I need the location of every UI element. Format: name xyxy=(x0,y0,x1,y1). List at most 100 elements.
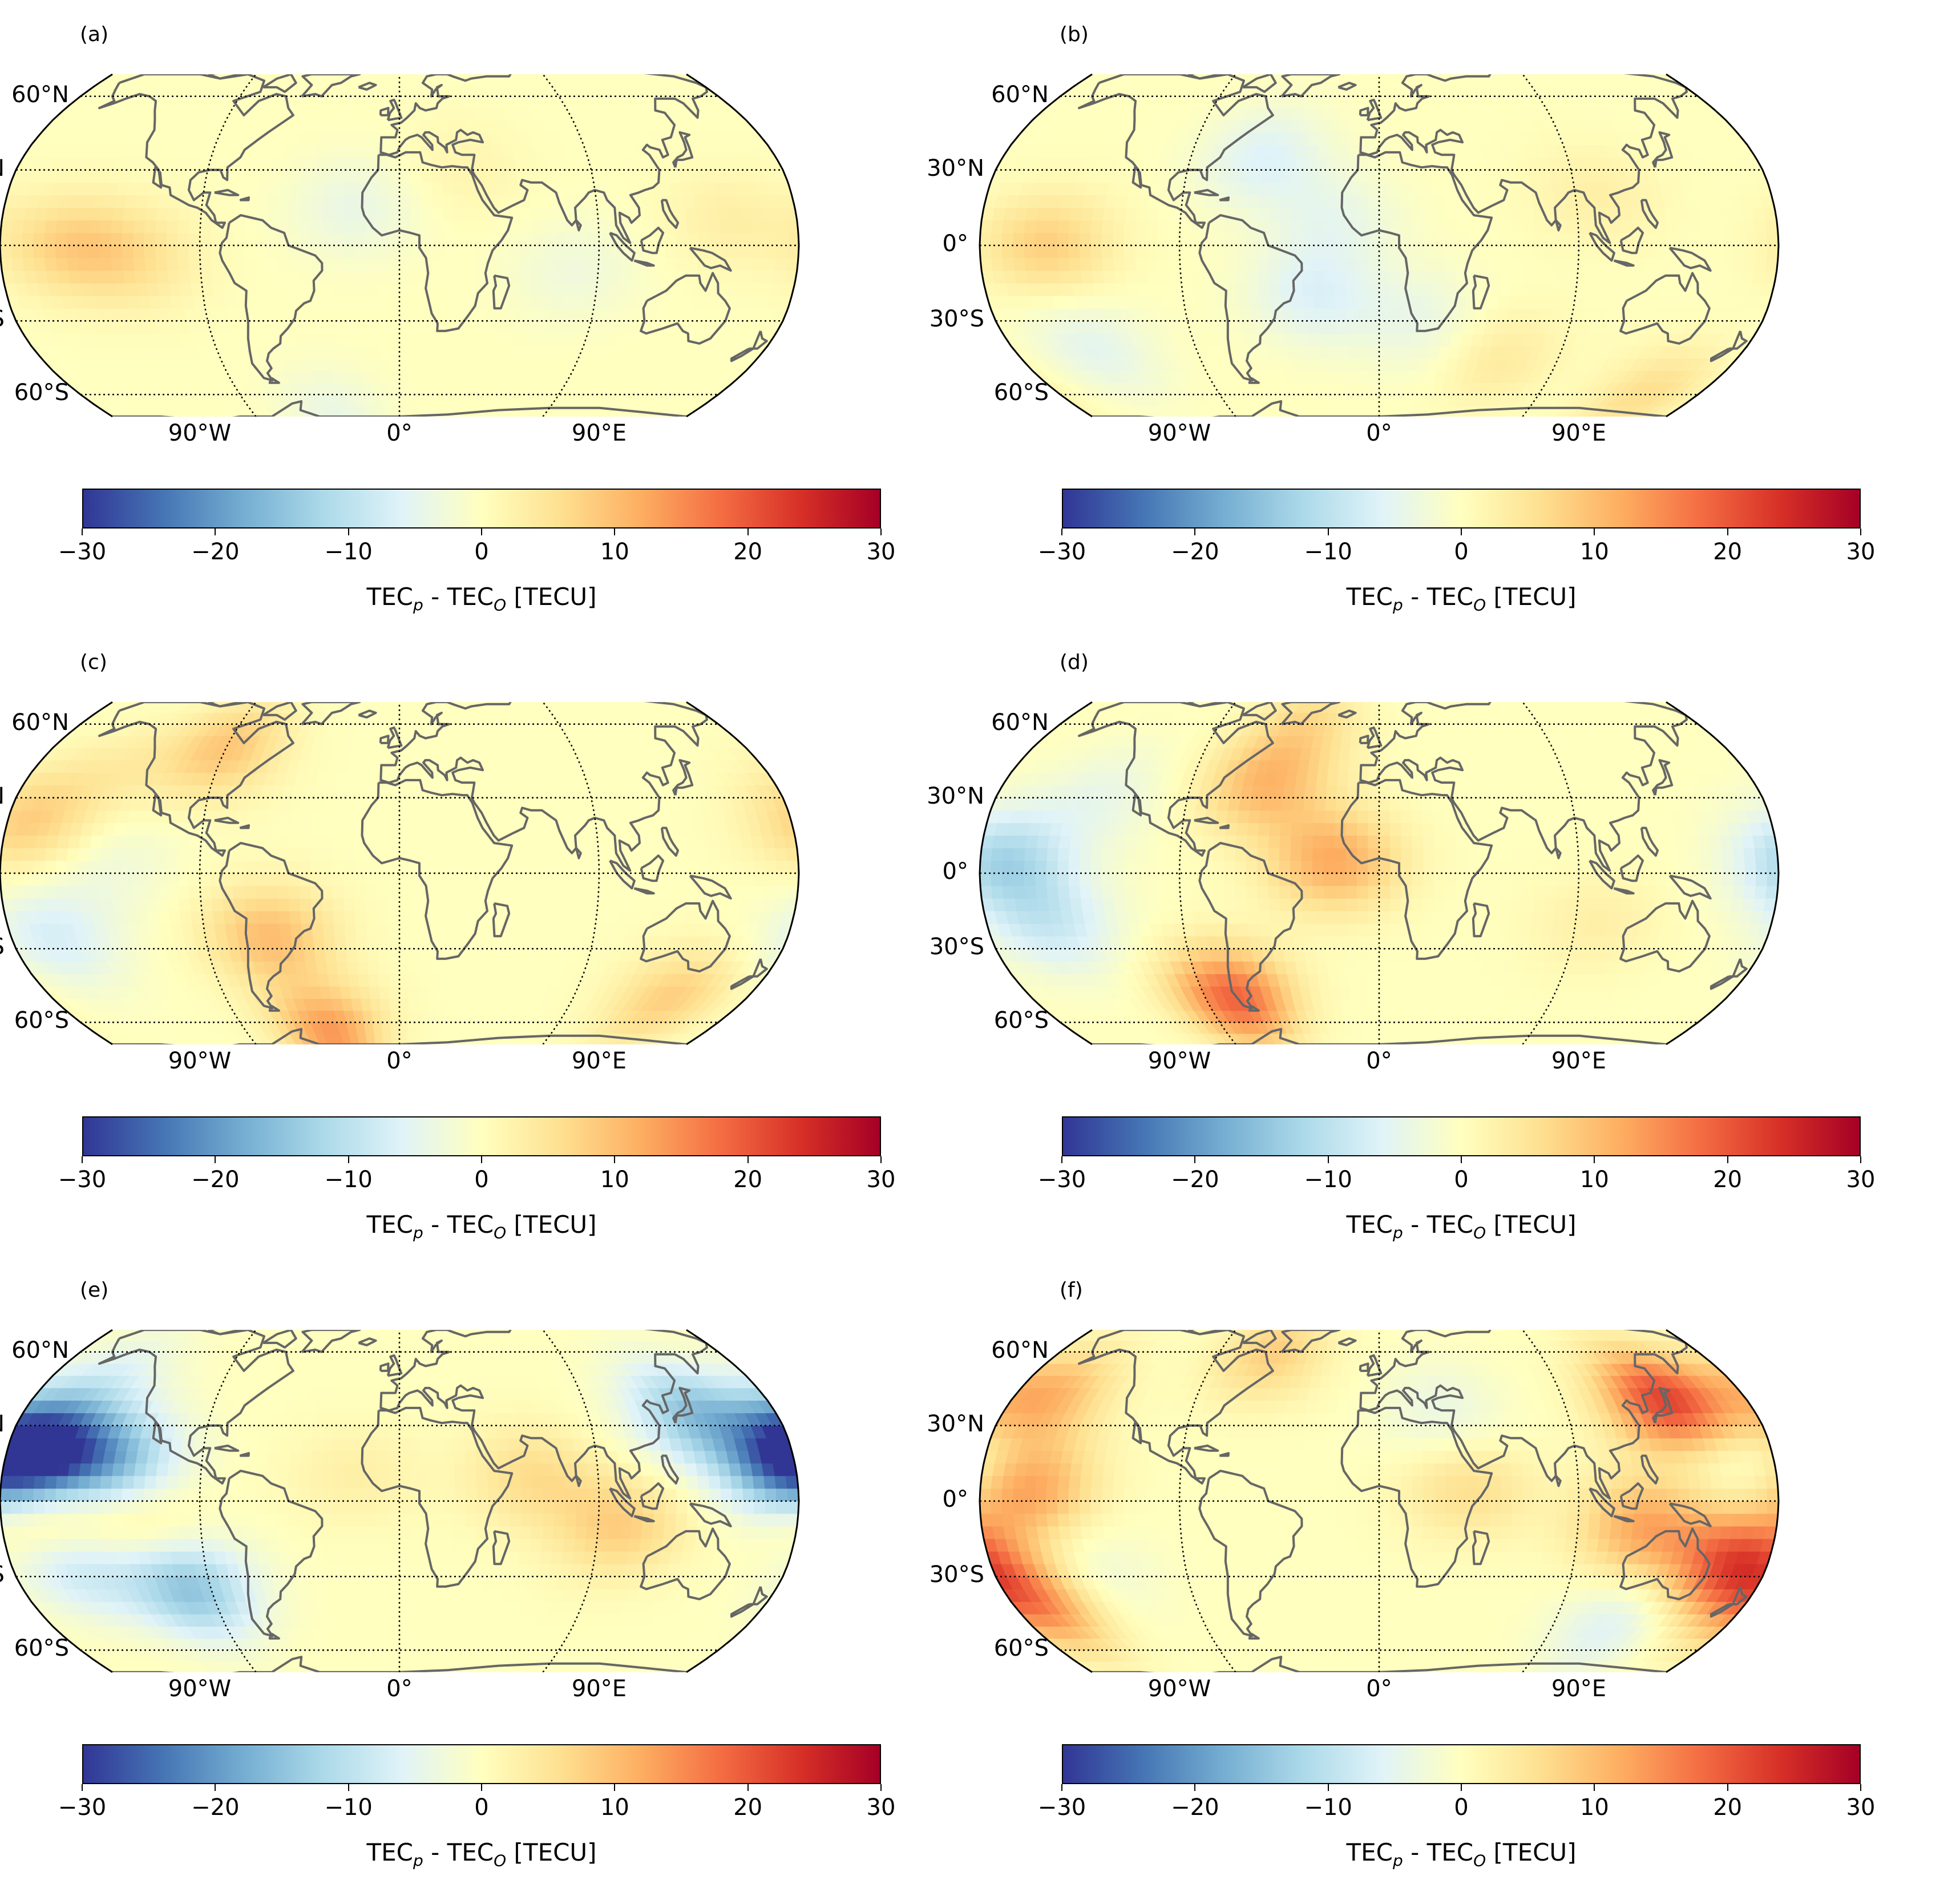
heatmap-cell xyxy=(1618,74,1642,86)
heatmap-cell xyxy=(454,257,466,271)
lat-label: 30°S xyxy=(929,306,984,333)
heatmap-cell xyxy=(1258,283,1271,296)
heatmap-cell xyxy=(313,170,325,183)
heatmap-cell xyxy=(328,345,340,359)
heatmap-cell xyxy=(1323,220,1336,233)
heatmap-cell xyxy=(1618,283,1632,296)
heatmap-cell xyxy=(1329,358,1341,371)
heatmap-cell xyxy=(506,935,519,949)
heatmap-cell xyxy=(732,245,744,259)
heatmap-cell xyxy=(381,84,391,97)
heatmap-cell xyxy=(390,1022,400,1034)
heatmap-cell xyxy=(1324,170,1337,183)
heatmap-cell xyxy=(1379,382,1389,395)
heatmap-cell xyxy=(573,283,587,296)
heatmap-cell xyxy=(561,923,575,937)
heatmap-cell xyxy=(1351,382,1362,395)
heatmap-cell xyxy=(177,220,190,233)
heatmap-cell xyxy=(1498,74,1515,86)
heatmap-cell xyxy=(1464,170,1477,183)
heatmap-cell xyxy=(775,232,789,246)
heatmap-cell xyxy=(245,283,258,296)
heatmap-cell xyxy=(244,245,256,259)
heatmap-cell xyxy=(266,232,278,246)
heatmap-cell xyxy=(531,220,544,233)
heatmap-cell xyxy=(1294,157,1307,171)
heatmap-cell xyxy=(465,257,478,271)
heatmap-cell xyxy=(377,220,389,233)
heatmap-cell xyxy=(443,232,455,246)
heatmap-cell xyxy=(362,1010,373,1023)
heatmap-cell xyxy=(1389,144,1401,158)
heatmap-cell xyxy=(1348,345,1360,359)
heatmap-cell xyxy=(1538,74,1557,86)
heatmap-cell xyxy=(1090,220,1104,233)
heatmap-cell xyxy=(1014,270,1028,284)
heatmap-cell xyxy=(1496,308,1509,321)
heatmap-cell xyxy=(587,220,599,233)
heatmap-cell xyxy=(1246,270,1259,284)
heatmap-cell xyxy=(302,308,315,321)
heatmap-cell xyxy=(787,245,799,259)
heatmap-cell xyxy=(1137,195,1151,208)
heatmap-cell xyxy=(622,74,645,86)
heatmap-cell xyxy=(587,245,600,259)
heatmap-cell xyxy=(465,220,478,233)
lat-label: 30°S xyxy=(0,306,5,332)
colorbar-tick-label: −20 xyxy=(1171,539,1219,565)
heatmap-cell xyxy=(399,170,411,183)
heatmap-cell xyxy=(34,898,49,911)
heatmap-cell xyxy=(409,333,421,346)
heatmap-cell xyxy=(1202,207,1215,221)
heatmap-cell xyxy=(752,220,766,233)
heatmap-cell xyxy=(1452,320,1465,334)
heatmap-cell xyxy=(334,170,347,183)
heatmap-cell xyxy=(1420,333,1432,346)
heatmap-cell xyxy=(1388,358,1400,371)
heatmap-cell xyxy=(256,910,269,924)
heatmap-cell xyxy=(1291,182,1304,196)
heatmap-cell xyxy=(189,898,202,911)
heatmap-cell xyxy=(750,207,765,221)
heatmap-cell xyxy=(418,358,430,371)
heatmap-cell xyxy=(1389,295,1401,309)
heatmap-cell xyxy=(1024,220,1037,233)
heatmap-cell xyxy=(1508,182,1521,196)
heatmap-cell xyxy=(315,333,329,346)
heatmap-cell xyxy=(1313,195,1325,208)
heatmap-cell xyxy=(1291,195,1303,208)
heatmap-cell xyxy=(11,257,25,271)
heatmap-cell xyxy=(1644,245,1657,259)
heatmap-cell xyxy=(599,245,611,259)
heatmap-cell xyxy=(630,74,653,86)
heatmap-cell xyxy=(1379,283,1391,296)
colorbar-label-sub1: p xyxy=(1392,595,1403,615)
heatmap-cell xyxy=(1620,270,1634,284)
heatmap-cell xyxy=(267,195,280,208)
heatmap-cell xyxy=(1586,283,1599,296)
heatmap-cell xyxy=(379,119,390,133)
heatmap-cell xyxy=(1370,84,1380,97)
heatmap-cell xyxy=(366,195,378,208)
heatmap-cell xyxy=(1445,232,1457,246)
heatmap-cell xyxy=(200,898,213,911)
heatmap-cell xyxy=(1272,320,1286,334)
heatmap-cell xyxy=(358,345,370,359)
heatmap-cell xyxy=(1545,232,1557,246)
heatmap-cell xyxy=(497,195,510,208)
heatmap-cell xyxy=(541,207,555,221)
heatmap-cell xyxy=(145,207,158,221)
heatmap-cell xyxy=(508,283,521,296)
heatmap-cell xyxy=(1607,283,1621,296)
heatmap-cell xyxy=(333,182,346,196)
heatmap-cell xyxy=(244,220,256,233)
heatmap-cell xyxy=(1433,270,1446,284)
coastline xyxy=(1340,151,1493,332)
heatmap-cell xyxy=(606,910,620,924)
heatmap-cell xyxy=(399,320,411,334)
heatmap-cell xyxy=(1733,232,1746,246)
heatmap-cell xyxy=(787,232,799,246)
heatmap-cell xyxy=(1697,270,1711,284)
heatmap-cell xyxy=(1112,232,1125,246)
heatmap-cell xyxy=(368,132,380,146)
